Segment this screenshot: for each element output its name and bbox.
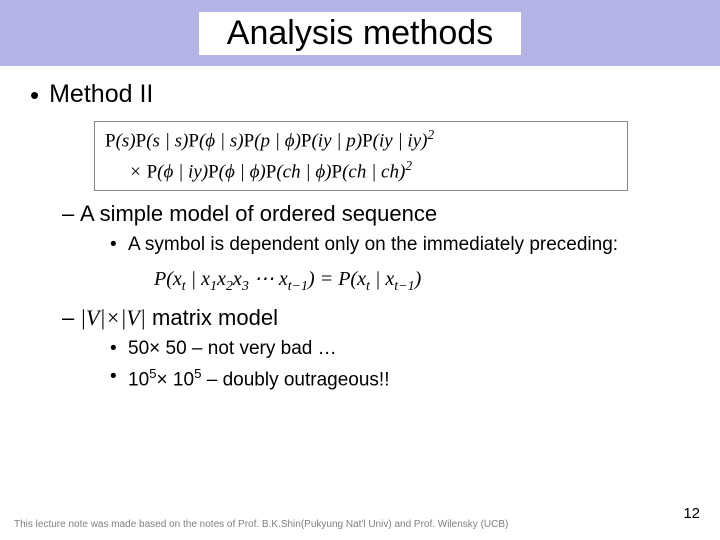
tene5-a: 10	[128, 370, 149, 391]
bullet-method-ii-text: Method II	[49, 80, 153, 108]
slide-content: Method II P(s)P(s | s)P(ϕ | s)P(p | ϕ)P(…	[0, 66, 720, 393]
formula-conditional: P(xt | x1x2x3 ⋯ xt−1) = P(xt | xt−1)	[154, 266, 696, 295]
slide-title: Analysis methods	[199, 12, 521, 55]
bullet-symbol-dependent: A symbol is dependent only on the immedi…	[110, 233, 696, 258]
tene5-rest: – doubly outrageous!!	[201, 370, 389, 391]
bullet-50x50: 50× 50 – not very bad …	[110, 337, 696, 362]
bullet-symbol-dependent-text: A symbol is dependent only on the immedi…	[128, 234, 618, 255]
matrix-model-label: matrix model	[146, 305, 278, 330]
bullet-simple-model-text: A simple model of ordered sequence	[80, 201, 437, 226]
tene5-mid: × 10	[157, 370, 195, 391]
fifty-rest: – not very bad …	[192, 338, 337, 359]
formula-main-box: P(s)P(s | s)P(ϕ | s)P(p | ϕ)P(iy | p)P(i…	[94, 121, 628, 191]
title-band: Analysis methods	[0, 0, 720, 66]
formula-line2: × P(ϕ | iy)P(ϕ | ϕ)P(ch | ϕ)P(ch | ch)2	[105, 156, 617, 187]
tene5-sup1: 5	[149, 366, 156, 381]
bullet-simple-model: A simple model of ordered sequence A sym…	[62, 201, 696, 258]
bullet-matrix-model: |V|×|V| matrix model 50× 50 – not very b…	[62, 305, 696, 394]
formula-line1: P(s)P(s | s)P(ϕ | s)P(p | ϕ)P(iy | p)P(i…	[105, 125, 617, 156]
footer-credit: This lecture note was made based on the …	[14, 519, 508, 530]
page-number: 12	[683, 505, 700, 522]
bullet-method-ii: Method II	[30, 80, 696, 111]
bullet-10e5: 105× 105 – doubly outrageous!!	[110, 365, 696, 393]
fifty-prefix: 50× 50	[128, 338, 192, 359]
matrix-dims: |V|×|V|	[80, 305, 146, 330]
